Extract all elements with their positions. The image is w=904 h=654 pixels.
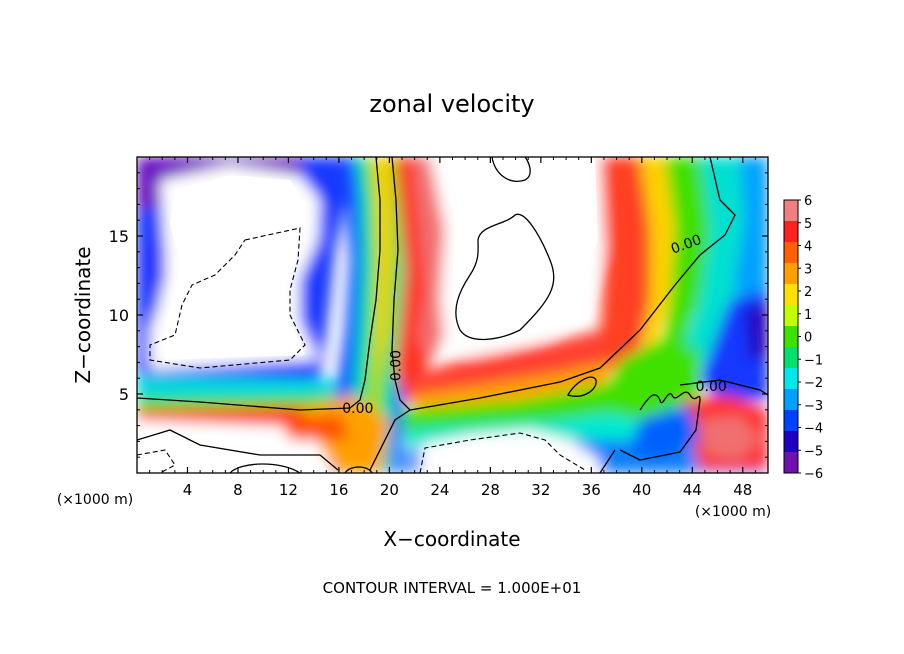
chart-title: zonal velocity [369,90,534,118]
colorbar-label: −6 [804,467,823,482]
colorbar-swatch [784,431,798,453]
colorbar-swatch [784,410,798,432]
colorbar-swatch [784,200,798,222]
x-unit-left: (×1000 m) [57,492,133,508]
x-tick-label: 8 [233,481,243,499]
x-tick-label: 16 [329,481,348,499]
colorbar-swatch [784,326,798,348]
colorbar-swatch [784,305,798,327]
x-tick-label: 36 [582,481,601,499]
x-tick-label: 28 [481,481,500,499]
x-tick-label: 40 [632,481,651,499]
contour-interval-footer: CONTOUR INTERVAL = 1.000E+01 [323,579,582,597]
x-tick-label: 4 [183,481,193,499]
x-tick-label: 24 [430,481,449,499]
x-tick-label: 32 [531,481,550,499]
colorbar-label: −2 [804,376,823,391]
y-tick-label: 15 [109,227,129,246]
colorbar-label: −1 [804,353,823,368]
contour-label-text: 0.00 [389,350,405,381]
colorbar-swatch [784,452,798,474]
colorbar-swatch [784,389,798,411]
contour-label: 0.00 [389,350,405,381]
y-axis: 5 10 15 [109,172,768,458]
contour-label-text: 0.00 [696,379,727,395]
colorbar-label: 5 [804,217,812,232]
colorbar-swatch [784,242,798,264]
contour-label: 0.00 [696,379,727,395]
x-tick-label: 20 [380,481,399,499]
x-tick-label: 12 [279,481,298,499]
contour-labels: 0.000.000.000.00 [342,232,727,417]
colorbar-label: 3 [804,262,812,277]
colorbar-label: −5 [804,444,823,459]
colorbar-label: 0 [804,331,812,346]
contour-label: 0.00 [342,401,373,417]
colorbar-swatch [784,284,798,306]
colorbar-swatch [784,221,798,243]
colorbar-swatch [784,368,798,390]
y-tick-label: 5 [119,385,129,404]
velocity-field [137,157,768,473]
x-axis-label: X−coordinate [383,527,520,551]
x-tick-label: 44 [683,481,702,499]
colorbar-label: −3 [804,399,823,414]
y-axis-label: Z−coordinate [71,246,95,383]
y-tick-label: 10 [109,306,129,325]
x-tick-label: 48 [733,481,752,499]
colorbar-label: 2 [804,285,812,300]
colorbar-swatch [784,263,798,285]
x-axis: 4 8 12 16 20 24 28 32 36 40 44 48 [149,157,756,499]
contour-label-text: 0.00 [342,401,373,417]
colorbar-label: 4 [804,240,812,255]
colorbar-label: −4 [804,422,823,437]
x-unit-right: (×1000 m) [695,504,771,520]
colorbar-swatch [784,347,798,369]
colorbar-label: 1 [804,308,812,323]
colorbar-label: 6 [804,194,812,209]
colorbar: 6 5 4 3 2 1 0 −1 −2 −3 −4 −5 −6 [783,194,823,482]
